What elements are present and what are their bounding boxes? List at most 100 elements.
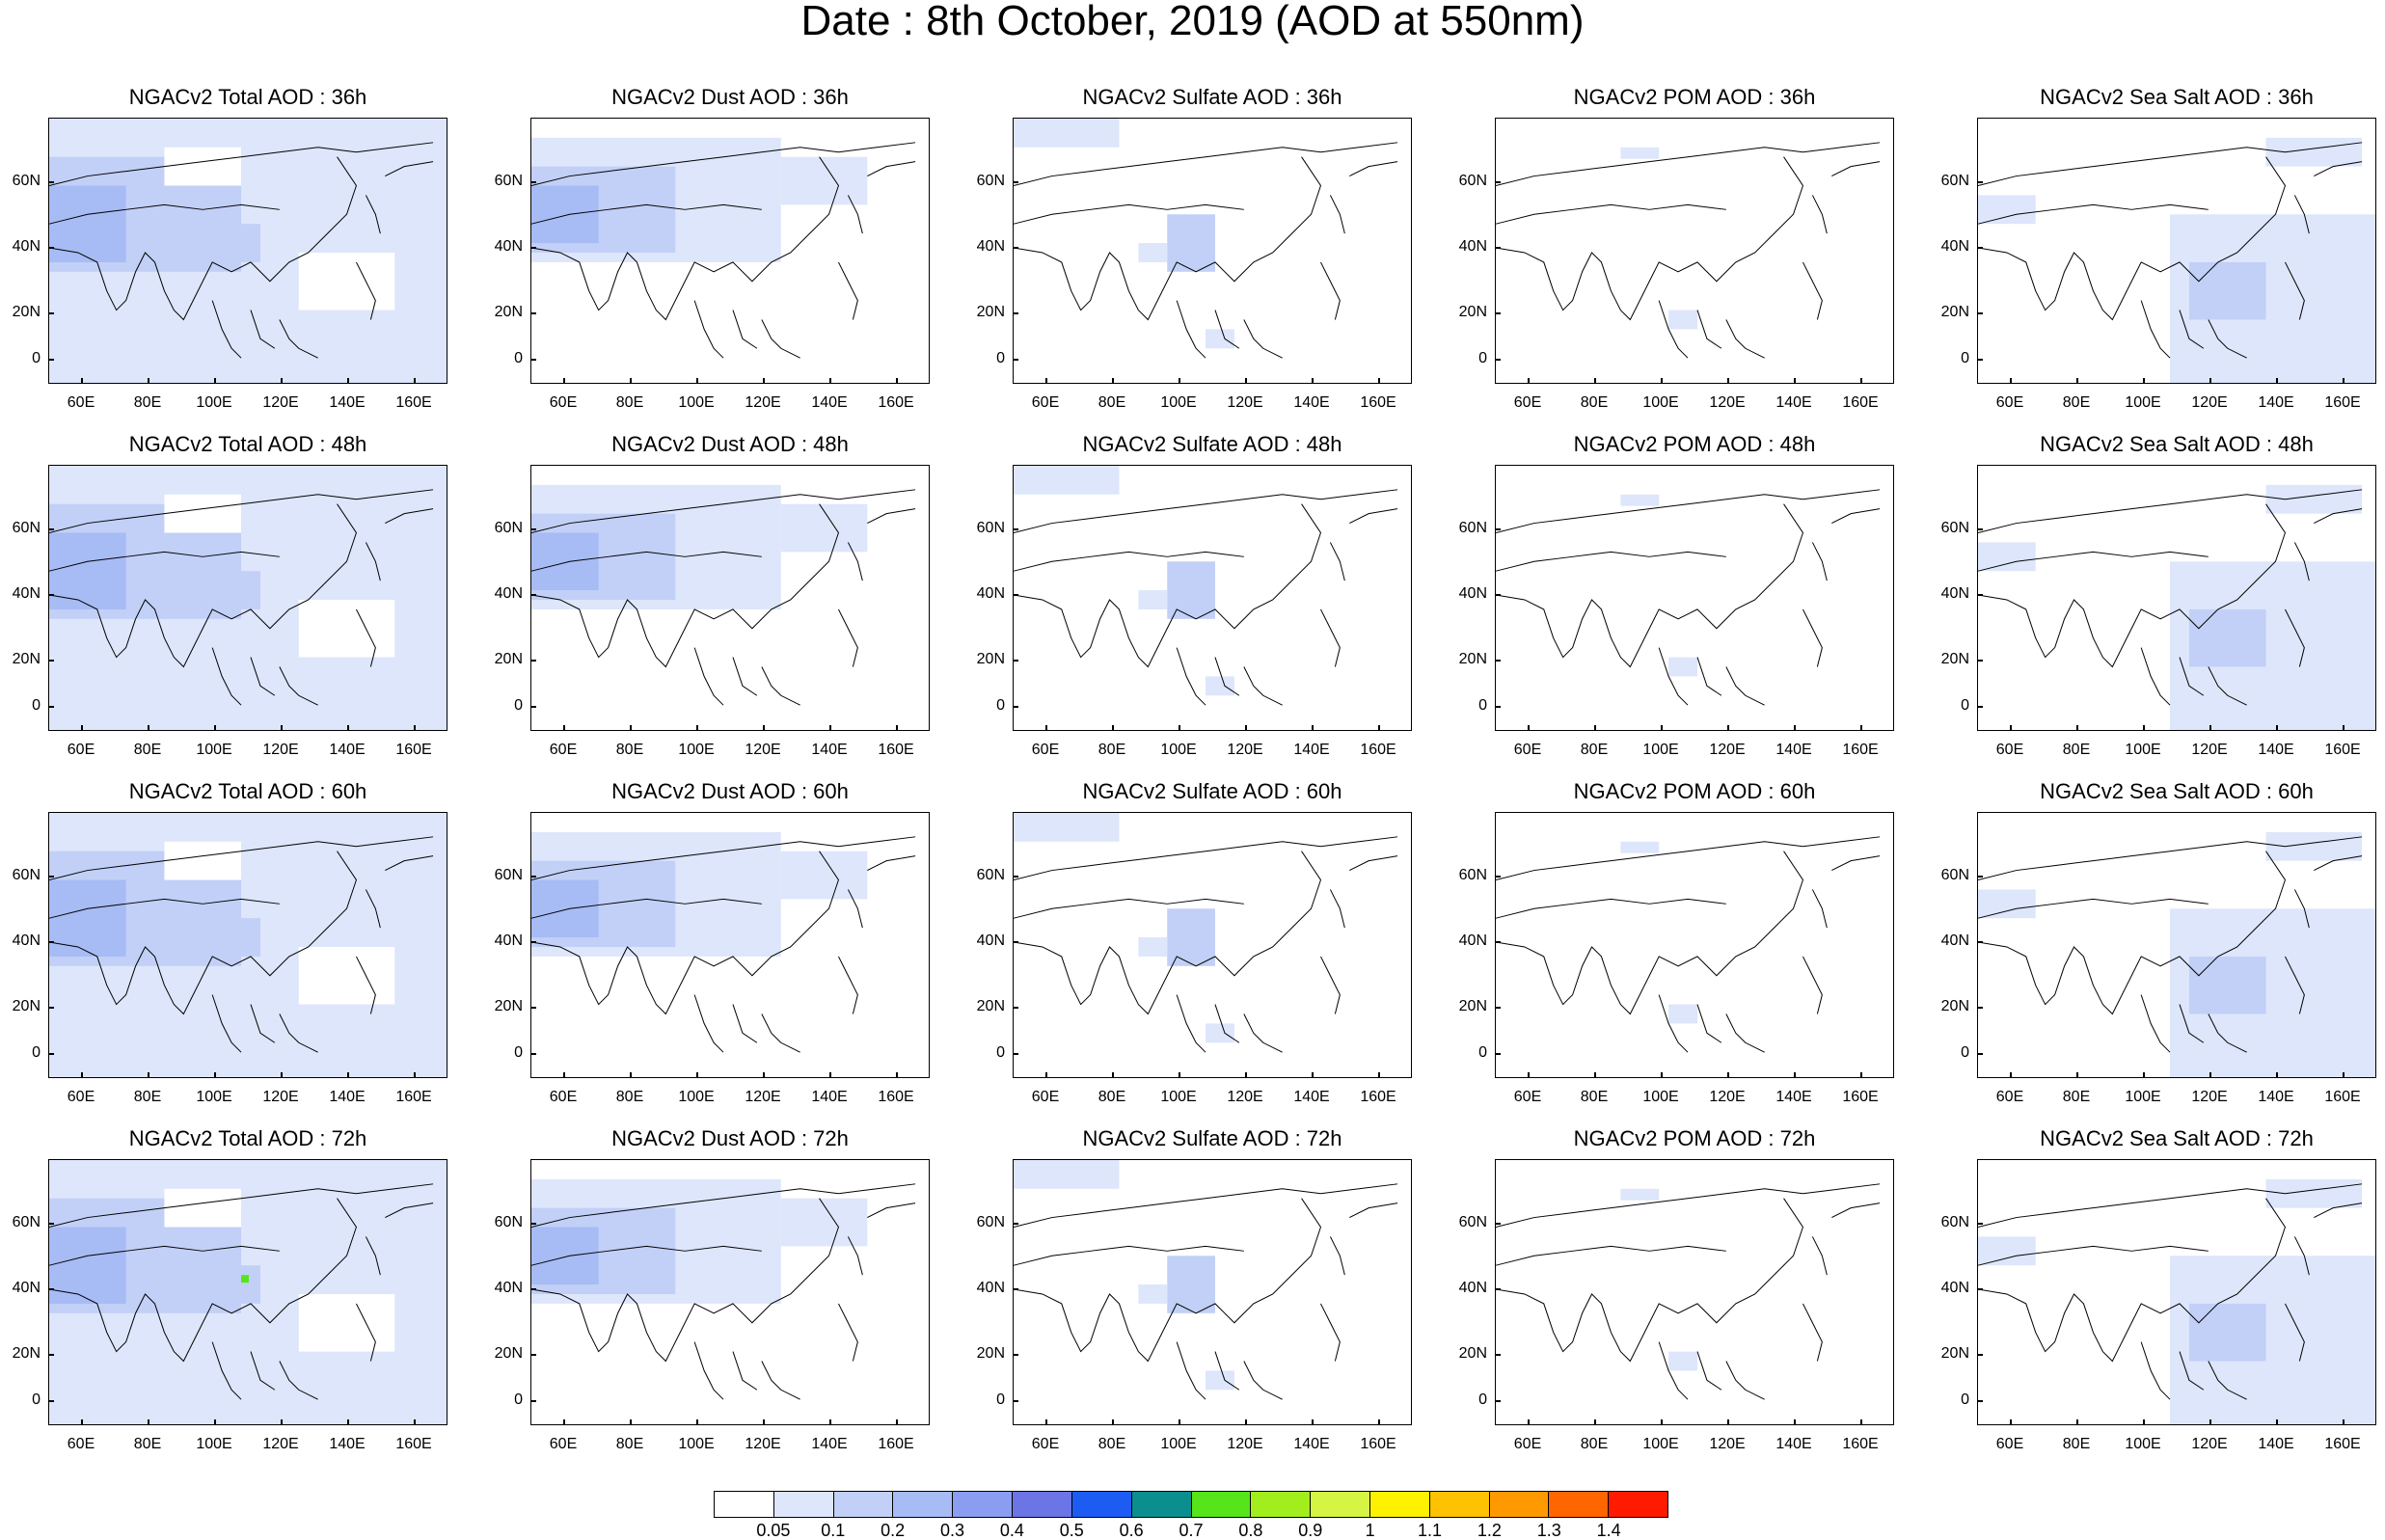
- panel-title: NGACv2 POM AOD : 72h: [1573, 1126, 1816, 1150]
- x-tick-label: 120E: [1709, 394, 1746, 411]
- y-tick-label: 0: [1961, 1044, 1969, 1061]
- y-tick-label: 60N: [1458, 867, 1487, 883]
- map-panel: NGACv2 Dust AOD : 60h 60N 40N 20N 0 60E 80E 100…: [482, 779, 964, 1126]
- y-tick-label: 40N: [1458, 585, 1487, 602]
- x-tick-mark: [1378, 378, 1380, 384]
- y-tick-label: 60N: [494, 520, 523, 536]
- y-tick-mark: [1977, 706, 1983, 708]
- aod-shade: [241, 1275, 249, 1283]
- x-tick-mark: [763, 1072, 765, 1078]
- y-tick-mark: [1013, 876, 1018, 878]
- x-tick-label: 140E: [1775, 1089, 1812, 1105]
- y-tick-mark: [1013, 594, 1018, 596]
- x-tick-label: 60E: [67, 394, 95, 411]
- colorbar-label: 0.7: [1179, 1521, 1204, 1540]
- colorbar-label: 0.6: [1119, 1521, 1144, 1540]
- map-plot: [1977, 1159, 2376, 1425]
- x-tick-label: 60E: [549, 742, 578, 758]
- y-tick-mark: [1013, 1053, 1018, 1055]
- x-tick-label: 120E: [2191, 742, 2228, 758]
- x-tick-mark: [2143, 378, 2145, 384]
- x-tick-mark: [1245, 725, 1247, 731]
- y-tick-label: 0: [514, 350, 523, 366]
- y-tick-label: 40N: [494, 238, 523, 255]
- panel-title: NGACv2 POM AOD : 60h: [1573, 779, 1816, 803]
- y-tick-mark: [1977, 312, 1983, 314]
- map-plot: [48, 1159, 447, 1425]
- x-tick-label: 120E: [262, 742, 299, 758]
- x-tick-mark: [696, 725, 698, 731]
- x-tick-label: 100E: [1160, 1089, 1197, 1105]
- map-canvas: [531, 137, 916, 359]
- y-tick-label: 20N: [494, 1345, 523, 1362]
- x-tick-label: 60E: [1031, 1436, 1060, 1452]
- x-tick-mark: [1794, 1072, 1796, 1078]
- y-tick-label: 20N: [976, 998, 1005, 1014]
- coastline: [1978, 1183, 2363, 1400]
- y-tick-label: 40N: [494, 585, 523, 602]
- map-plot: [1013, 465, 1412, 731]
- aod-shade: [1206, 676, 1234, 696]
- x-tick-mark: [829, 378, 831, 384]
- x-tick-mark: [1528, 1419, 1530, 1425]
- x-tick-label: 120E: [262, 394, 299, 411]
- x-tick-label: 80E: [1098, 742, 1126, 758]
- x-tick-label: 60E: [1513, 1436, 1542, 1452]
- x-tick-mark: [1860, 378, 1862, 384]
- x-tick-label: 80E: [615, 1089, 644, 1105]
- x-tick-mark: [1727, 1419, 1729, 1425]
- x-tick-mark: [896, 378, 898, 384]
- x-tick-mark: [2276, 725, 2278, 731]
- x-tick-mark: [1112, 1419, 1114, 1425]
- x-tick-mark: [1528, 378, 1530, 384]
- x-tick-label: 80E: [2062, 742, 2091, 758]
- map-canvas: [49, 1160, 447, 1424]
- y-tick-mark: [48, 312, 54, 314]
- x-tick-mark: [1112, 725, 1114, 731]
- x-tick-mark: [1045, 1072, 1047, 1078]
- y-tick-label: 0: [32, 697, 41, 714]
- aod-shade: [2188, 608, 2266, 667]
- x-tick-label: 80E: [1580, 1436, 1609, 1452]
- x-tick-mark: [2010, 725, 2012, 731]
- y-tick-label: 40N: [976, 1280, 1005, 1296]
- x-tick-mark: [2143, 1419, 2145, 1425]
- x-tick-label: 80E: [133, 1436, 162, 1452]
- colorbar: [714, 1491, 1668, 1518]
- y-tick-mark: [1495, 1223, 1501, 1225]
- x-tick-label: 60E: [1031, 742, 1060, 758]
- x-tick-mark: [1860, 1072, 1862, 1078]
- aod-shade: [1668, 1004, 1697, 1024]
- x-tick-mark: [1045, 725, 1047, 731]
- x-tick-mark: [1594, 1072, 1596, 1078]
- x-tick-label: 120E: [2191, 1436, 2228, 1452]
- x-tick-label: 140E: [329, 742, 366, 758]
- map-plot: [48, 118, 447, 384]
- y-tick-mark: [1013, 1223, 1018, 1225]
- colorbar-label: 0.2: [881, 1521, 906, 1540]
- x-tick-label: 100E: [1642, 742, 1679, 758]
- y-tick-mark: [1977, 247, 1983, 249]
- y-tick-mark: [530, 1400, 536, 1402]
- x-tick-label: 120E: [1227, 1089, 1263, 1105]
- x-tick-label: 160E: [2324, 1089, 2361, 1105]
- x-tick-label: 140E: [1775, 742, 1812, 758]
- y-tick-mark: [1977, 660, 1983, 662]
- x-tick-mark: [2343, 725, 2344, 731]
- x-tick-label: 140E: [811, 1436, 848, 1452]
- map-panel: NGACv2 Total AOD : 60h 60N 40N 20N 0 60E 80E 10…: [0, 779, 482, 1126]
- aod-shade: [222, 918, 260, 957]
- x-tick-label: 160E: [1360, 742, 1396, 758]
- map-plot: [1495, 1159, 1894, 1425]
- y-tick-mark: [1495, 1053, 1501, 1055]
- y-tick-mark: [530, 1288, 536, 1290]
- x-tick-mark: [281, 378, 283, 384]
- y-tick-label: 40N: [12, 932, 41, 949]
- y-tick-label: 40N: [976, 238, 1005, 255]
- y-tick-label: 60N: [976, 173, 1005, 189]
- aod-shade: [1138, 243, 1168, 262]
- map-panel: NGACv2 Sulfate AOD : 72h 60N 40N 20N 0 60E 80E…: [964, 1126, 1447, 1473]
- aod-shade: [1206, 1370, 1234, 1391]
- x-tick-mark: [1045, 1419, 1047, 1425]
- x-tick-label: 120E: [1709, 742, 1746, 758]
